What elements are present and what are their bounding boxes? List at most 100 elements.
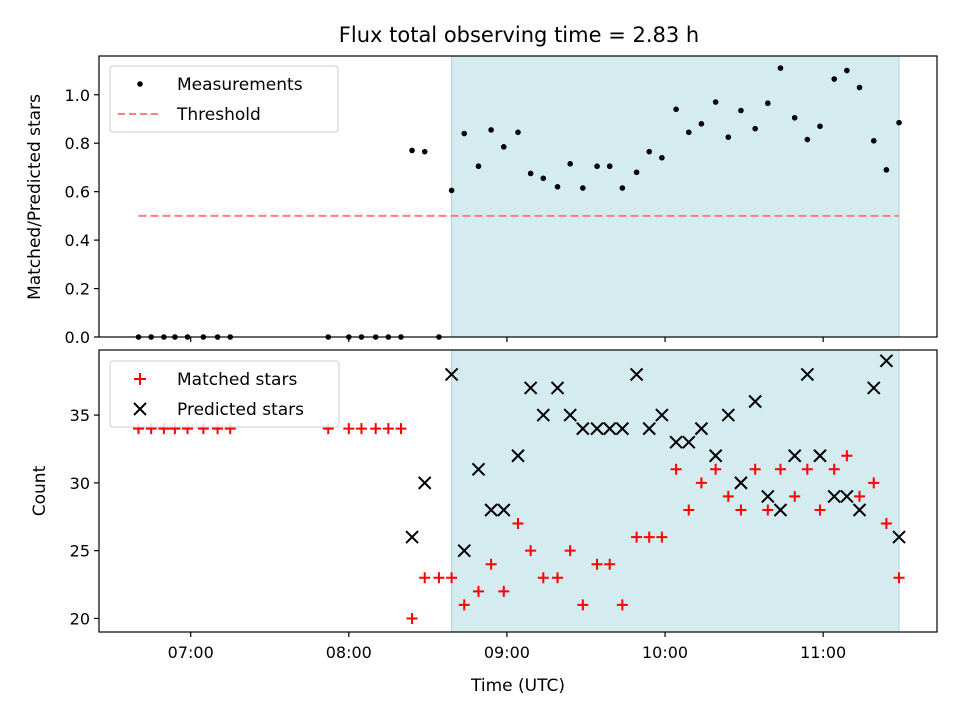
predicted-stars-point (511, 449, 525, 463)
matched-stars-legend-label: Matched stars (177, 370, 297, 390)
matched-stars-point (355, 423, 367, 435)
predicted-stars-point (642, 421, 656, 436)
matched-stars-point (789, 490, 801, 502)
measurement-point (738, 107, 744, 114)
measurement-point (594, 163, 600, 170)
measurement-point (500, 144, 507, 150)
measurement-point (646, 148, 653, 155)
x-tick-label: 09:00 (484, 643, 530, 662)
y-tick-label: 0.4 (65, 231, 90, 250)
predicted-stars-point (682, 435, 696, 449)
matched-stars-point (893, 572, 905, 584)
measurement-point (421, 148, 428, 155)
predicted-stars-point (523, 381, 538, 395)
y-tick-label: 1.0 (65, 86, 90, 105)
matched-stars-point (631, 531, 643, 543)
top-x-ticks (190, 337, 824, 342)
measurement-point (844, 67, 850, 74)
chart-title: Flux total observing time = 2.83 h (339, 23, 699, 47)
matched-stars-point (656, 531, 668, 543)
measurement-point (619, 185, 626, 191)
top-y-ticks: 0.0 0.2 0.4 0.6 0.8 1.0 (65, 86, 99, 347)
predicted-stars-point (563, 408, 577, 422)
predicted-stars-point (615, 421, 630, 436)
x-tick-label: 07:00 (168, 643, 214, 662)
predicted-stars-point (457, 543, 471, 558)
measurement-point (752, 125, 758, 132)
y-tick-label: 0.6 (65, 183, 90, 202)
measurement-point (712, 99, 719, 105)
predicted-stars-point (576, 421, 590, 436)
matched-stars-point (564, 545, 576, 557)
bottom-panel: 07:00 08:00 09:00 10:00 11:00 20 25 30 35 Time … (30, 349, 938, 696)
bottom-x-ticks: 07:00 08:00 09:00 10:00 11:00 (168, 632, 846, 662)
shaded-interval (451, 55, 900, 338)
x-tick-label: 10:00 (642, 643, 688, 662)
predicted-stars-point (708, 449, 723, 463)
measurement-point (685, 129, 692, 136)
matched-stars-point (370, 423, 382, 435)
measurement-point (804, 136, 811, 143)
predicted-stars-point (761, 489, 775, 504)
measurement-point (896, 119, 902, 126)
matched-stars-legend-marker (134, 373, 146, 385)
x-tick-label: 11:00 (800, 643, 846, 662)
predicted-stars-point (629, 367, 644, 382)
matched-stars-point (382, 423, 394, 435)
bottom-axes-frame (98, 349, 938, 633)
matched-stars-point (868, 477, 880, 489)
matched-stars-point (880, 518, 892, 530)
bottom-legend: Matched stars Predicted stars (109, 360, 340, 428)
matched-stars-point (458, 599, 470, 611)
matched-stars-point (749, 463, 761, 475)
matched-stars-point (395, 423, 407, 435)
predicted-stars-point (536, 408, 551, 422)
matched-stars-point (683, 504, 695, 516)
measurement-point (856, 84, 863, 91)
matched-stars-point (406, 612, 418, 624)
measurement-point (817, 123, 823, 130)
matched-stars-point (433, 572, 445, 584)
y-tick-label: 0.8 (65, 134, 90, 153)
measurement-point (515, 129, 521, 136)
measurement-point (777, 65, 784, 71)
predicted-stars-point (484, 503, 498, 517)
matched-stars-point (695, 477, 707, 489)
matched-stars-point (643, 531, 655, 543)
top-panel: 0.0 0.2 0.4 0.6 0.8 1.0 Flux total observing … (25, 23, 938, 347)
x-axis-label: Time (UTC) (470, 676, 565, 696)
matched-stars-point (854, 490, 866, 502)
predicted-stars-legend-marker (133, 402, 147, 416)
matched-stars-point (485, 558, 497, 570)
measurement-point (883, 167, 890, 173)
y-tick-label: 30 (70, 474, 90, 493)
measurement-point (527, 170, 534, 177)
matched-stars-point (670, 463, 682, 475)
predicted-stars-point (840, 489, 854, 504)
matched-stars-point (343, 423, 355, 435)
observing-window-shade (451, 55, 900, 338)
matched-stars-point (552, 572, 564, 584)
measurement-point (633, 169, 640, 176)
measurement-point (606, 163, 613, 170)
predicted-stars-point (590, 421, 604, 436)
matched-stars-point (735, 504, 747, 516)
matched-stars-point (419, 572, 431, 584)
matched-stars-point (762, 504, 774, 516)
matched-stars-point (814, 504, 826, 516)
matched-stars-point (525, 545, 537, 557)
measurement-point (580, 185, 586, 191)
matched-stars-point (604, 558, 616, 570)
measurement-point (725, 134, 732, 140)
predicted-stars-point (827, 489, 841, 504)
measurement-point (698, 121, 705, 127)
matched-stars-point (801, 463, 813, 475)
predicted-stars-point (787, 449, 802, 463)
matched-stars-point (828, 463, 840, 475)
top-legend: Measurements Threshold (109, 65, 339, 133)
bottom-plot-area (133, 354, 906, 624)
predicted-stars-point (497, 503, 511, 517)
matched-stars-point (512, 518, 524, 530)
measurement-point (659, 154, 665, 161)
